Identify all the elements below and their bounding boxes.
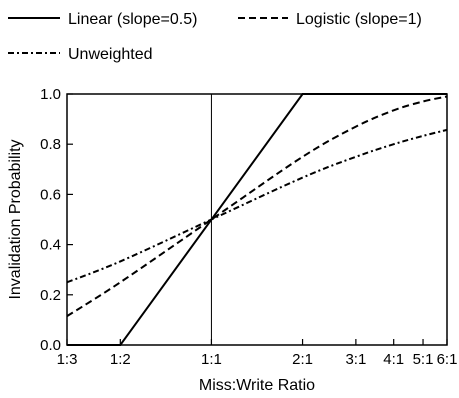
- series-line-dashed: [66, 95, 448, 317]
- series-line-solid: [67, 93, 447, 346]
- legend-label-unweighted: Unweighted: [68, 46, 153, 63]
- x-tick-label: 1:1: [201, 351, 222, 368]
- x-tick-label: 4:1: [383, 351, 404, 368]
- y-axis-label: Invalidation Probability: [7, 139, 24, 299]
- series-line-dash-dot: [66, 128, 448, 284]
- x-tick-label: 2:1: [292, 351, 313, 368]
- legend: Linear (slope=0.5) Logistic (slope=1) Un…: [8, 11, 422, 63]
- series-lines: [66, 93, 448, 346]
- legend-entry-linear: Linear (slope=0.5): [8, 11, 197, 28]
- x-tick-label: 1:2: [110, 351, 131, 368]
- y-tick-label: 0.2: [40, 287, 61, 304]
- legend-entry-logistic: Logistic (slope=1): [238, 11, 422, 28]
- x-tick-label: 6:1: [437, 351, 458, 368]
- legend-label-logistic: Logistic (slope=1): [296, 11, 422, 28]
- plot-frame: [66, 93, 448, 346]
- x-tick-label: 3:1: [345, 351, 366, 368]
- legend-label-linear: Linear (slope=0.5): [68, 11, 197, 28]
- legend-entry-unweighted: Unweighted: [8, 46, 153, 63]
- y-tick-label: 0.6: [40, 186, 61, 203]
- y-tick-label: 0.8: [40, 136, 61, 153]
- x-tick-label: 1:3: [57, 351, 78, 368]
- x-axis-label: Miss:Write Ratio: [199, 377, 315, 394]
- y-tick-label: 0.4: [40, 237, 61, 254]
- x-axis-ticks: 1:3 1:2 1:1 2:1 3:1 4:1 5:1 6:1: [57, 339, 458, 368]
- y-axis-ticks: 0.0 0.2 0.4 0.6 0.8 1.0: [40, 86, 73, 354]
- plot-area: 1:3 1:2 1:1 2:1 3:1 4:1 5:1 6:1 0.0 0.2 0.4 0.6 0.8…: [40, 86, 457, 368]
- x-tick-label: 5:1: [413, 351, 434, 368]
- y-tick-label: 0.0: [40, 337, 61, 354]
- y-tick-label: 1.0: [40, 86, 61, 103]
